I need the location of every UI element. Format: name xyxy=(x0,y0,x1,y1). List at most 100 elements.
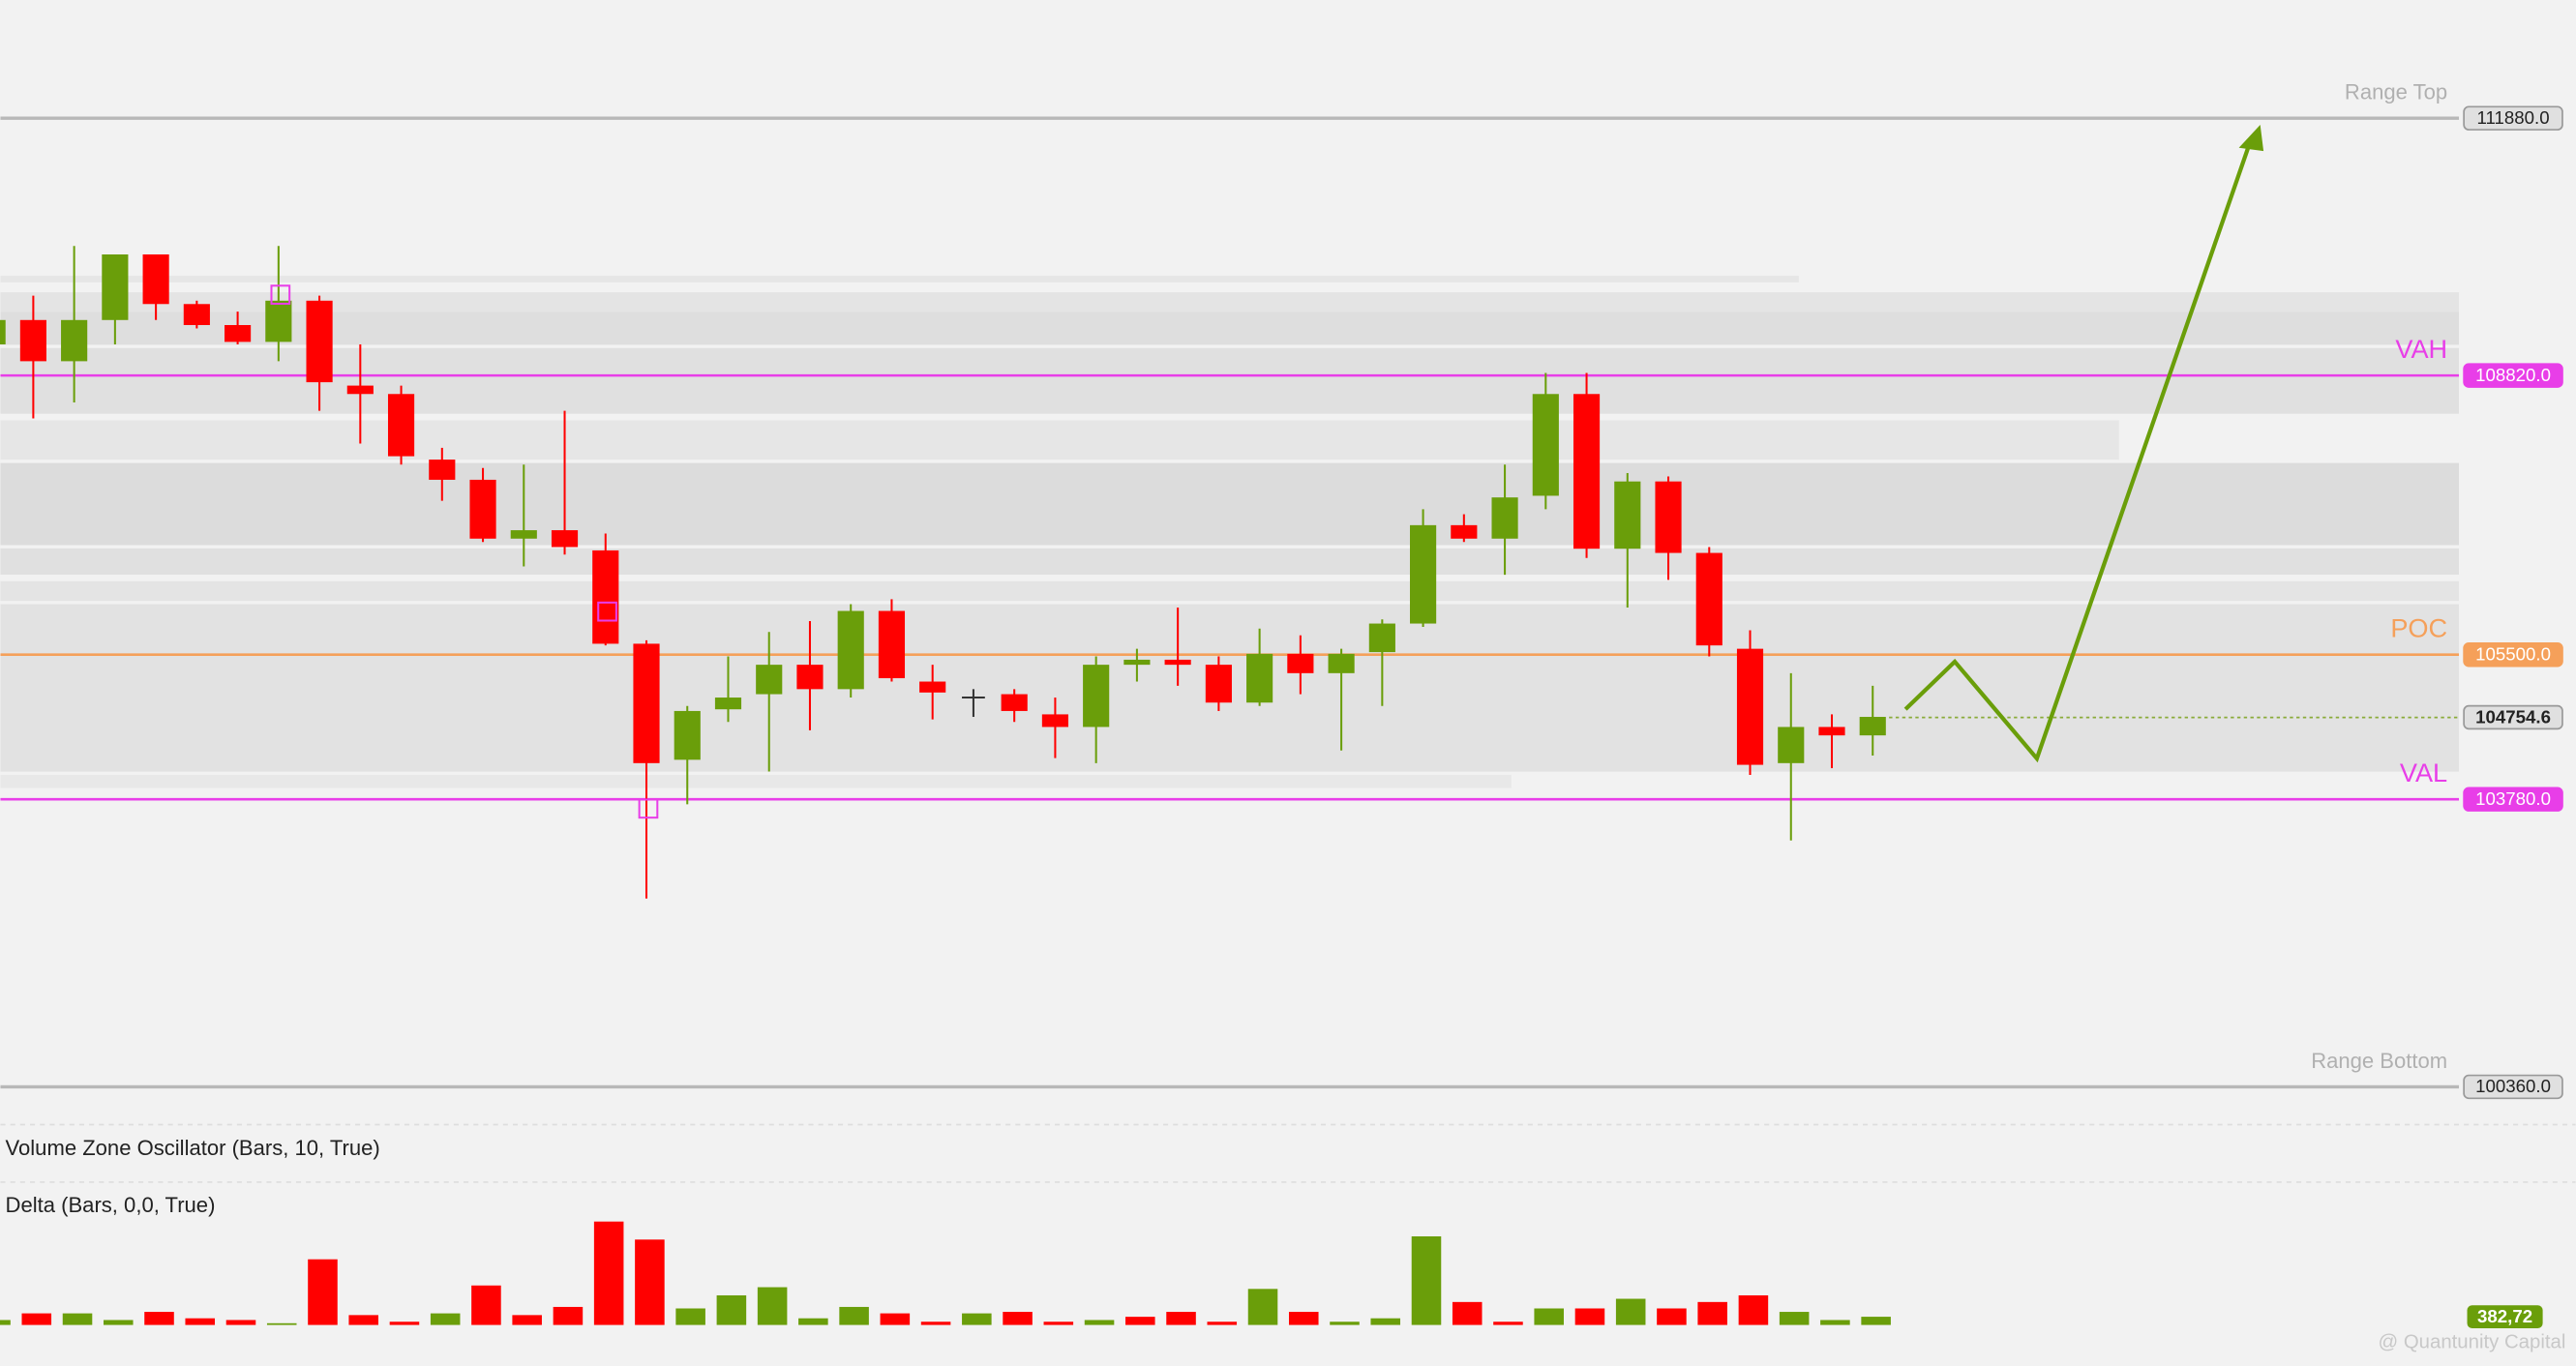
delta-bar xyxy=(1738,1294,1769,1325)
candle-body xyxy=(0,319,6,344)
candle-body xyxy=(1614,481,1641,549)
level-box xyxy=(2463,641,2563,668)
candle-body xyxy=(346,385,374,395)
candle-body xyxy=(1573,394,1601,549)
level-name: VAL xyxy=(2400,757,2447,787)
delta-bar xyxy=(471,1285,501,1325)
candle-body xyxy=(1859,717,1886,736)
level-box xyxy=(2463,1074,2563,1100)
delta-bar xyxy=(1288,1312,1319,1325)
profile-band xyxy=(0,347,2460,414)
candle-body xyxy=(714,698,742,710)
profile-band xyxy=(0,292,2460,312)
last-price-box xyxy=(2463,704,2563,730)
candle-body xyxy=(142,254,169,305)
candles xyxy=(0,246,1886,899)
candle-body xyxy=(1532,394,1559,496)
profile-band xyxy=(0,276,1799,282)
delta-bar xyxy=(593,1221,624,1325)
delta-bar xyxy=(1534,1308,1564,1325)
volume-profile xyxy=(0,276,2460,788)
delta-bar xyxy=(880,1313,911,1325)
delta-bar xyxy=(1493,1321,1523,1325)
candle-body xyxy=(1410,524,1437,624)
candle-body xyxy=(837,610,864,690)
level-name: VAH xyxy=(2395,334,2447,364)
indicator-title: Volume Zone Oscillator (Bars, 10, True) xyxy=(6,1136,380,1160)
delta-bar xyxy=(225,1320,256,1325)
candle-body xyxy=(1287,653,1314,673)
profile-band xyxy=(0,580,2460,602)
delta-bar xyxy=(1452,1301,1483,1325)
delta-bar xyxy=(839,1306,869,1325)
profile-band xyxy=(0,775,1512,788)
delta-bar xyxy=(0,1320,11,1325)
delta-bar xyxy=(1615,1298,1646,1325)
candle-body xyxy=(1736,648,1764,765)
delta-bar xyxy=(1820,1320,1850,1325)
level-label: 103780.0 xyxy=(2475,788,2551,809)
delta-bar xyxy=(1779,1312,1810,1325)
delta-bar xyxy=(266,1322,297,1325)
last-price-label: 104754.6 xyxy=(2475,706,2551,727)
delta-bar xyxy=(1411,1235,1442,1325)
candle-body xyxy=(429,460,456,480)
candle-body xyxy=(1655,481,1682,553)
candle-body xyxy=(1328,653,1355,673)
delta-bar xyxy=(430,1313,461,1325)
candle-body xyxy=(265,300,292,342)
level-name: Range Bottom xyxy=(2311,1049,2447,1073)
candle-body xyxy=(61,319,88,362)
delta-bar xyxy=(1166,1312,1196,1325)
projection-arrow xyxy=(1903,140,2253,763)
delta-bar xyxy=(757,1287,788,1325)
markers xyxy=(270,284,659,819)
candle-body xyxy=(1818,727,1845,736)
delta-bar xyxy=(1207,1321,1238,1325)
candle-body xyxy=(306,300,333,383)
delta-bar xyxy=(1247,1289,1278,1325)
delta-bar xyxy=(103,1320,134,1325)
delta-bar xyxy=(185,1318,216,1325)
delta-bar xyxy=(1574,1308,1605,1325)
candle-body xyxy=(592,549,619,644)
candle-body xyxy=(551,530,579,548)
candle-body xyxy=(102,254,129,320)
delta-bar xyxy=(62,1313,93,1325)
candle-body xyxy=(1205,665,1232,703)
level-label: 108820.0 xyxy=(2475,365,2551,385)
marker xyxy=(270,284,291,305)
candle-body xyxy=(1001,694,1028,711)
level-label: 100360.0 xyxy=(2475,1076,2551,1096)
candle-body xyxy=(919,681,946,693)
candle-body xyxy=(469,479,496,539)
delta-bar xyxy=(348,1315,378,1325)
delta-bar xyxy=(1125,1317,1155,1325)
level-box xyxy=(2463,363,2563,388)
delta-bar xyxy=(553,1306,584,1325)
candle-body xyxy=(183,304,210,326)
marker xyxy=(638,798,659,819)
delta-last-label: 382,72 xyxy=(2477,1306,2532,1326)
delta-bar xyxy=(389,1321,420,1325)
level-name: Range Top xyxy=(2345,80,2447,104)
delta-bar xyxy=(798,1318,828,1325)
profile-band xyxy=(0,312,2460,345)
level-label: 105500.0 xyxy=(2475,643,2551,664)
candle-body xyxy=(756,665,783,695)
delta-bar xyxy=(675,1308,705,1325)
profile-band xyxy=(0,548,2460,575)
candle-body xyxy=(1123,659,1151,666)
delta-bar xyxy=(308,1259,338,1325)
candle-body xyxy=(1778,727,1805,763)
delta-bar xyxy=(962,1313,992,1325)
candle-body xyxy=(878,610,906,679)
candle-body xyxy=(1368,623,1395,653)
delta-bar xyxy=(21,1313,52,1325)
delta-bar xyxy=(635,1239,665,1325)
delta-bar xyxy=(1330,1321,1360,1325)
candle-body xyxy=(510,530,537,539)
delta-pane: 382,72 xyxy=(0,1221,2543,1328)
